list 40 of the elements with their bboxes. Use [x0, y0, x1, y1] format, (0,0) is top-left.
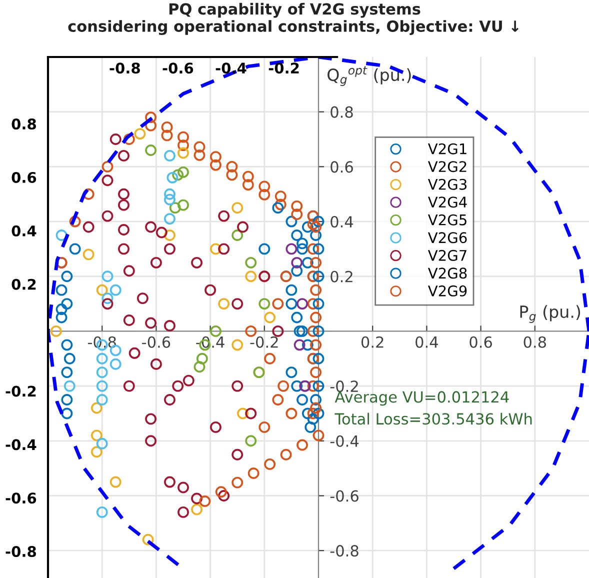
y2-tick-label: -0.6 — [6, 492, 36, 504]
x-axis-title: P$_{g}$ (pu.) — [520, 305, 580, 323]
y-tick-label: -0.2 — [330, 380, 358, 392]
y2-tick-label: 0.2 — [12, 278, 36, 290]
annotation: Average VU=0.012124 — [334, 391, 509, 406]
chart-title: PQ capability of V2G systems considering operational constraints, Objective: VU ↓ — [68, 2, 519, 36]
legend-label: V2G7 — [428, 250, 466, 261]
x-tick-label: 0.4 — [416, 336, 438, 348]
y-tick-label: 0.8 — [330, 106, 353, 118]
legend-label: V2G1 — [428, 143, 466, 154]
y-tick-label: 0.2 — [330, 270, 352, 282]
legend-label: V2G4 — [428, 196, 467, 208]
x2-tick-label: -0.4 — [216, 62, 246, 74]
y2-tick-label: -0.8 — [6, 546, 36, 558]
y2-tick-label: -0.4 — [6, 439, 36, 450]
x-tick-label: -0.2 — [250, 336, 278, 348]
legend-label: V2G5 — [428, 214, 466, 226]
y-tick-label: -0.6 — [330, 490, 358, 502]
y-axis-title: Q$_{g}$$^{opt}$ (pu.) — [328, 66, 411, 86]
y-tick-label: 0.4 — [330, 216, 354, 228]
y2-tick-label: -0.2 — [6, 386, 36, 397]
legend-label: V2G9 — [428, 285, 467, 296]
legend-label: V2G6 — [428, 232, 467, 244]
legend-label: V2G8 — [428, 268, 467, 279]
legend-label: V2G3 — [428, 178, 467, 190]
x-tick-label: 0.2 — [361, 336, 384, 348]
x-tick-label: -0.6 — [142, 336, 170, 348]
y-tick-label: 0.6 — [330, 161, 353, 173]
y2-tick-label: 0.8 — [12, 118, 36, 130]
y2-tick-label: 0.6 — [12, 172, 36, 183]
annotation: Total Loss=303.5436 kWh — [334, 412, 532, 425]
x2-tick-label: -0.2 — [268, 62, 299, 74]
y-tick-label: -0.8 — [330, 545, 358, 557]
y-tick-label: -0.4 — [330, 435, 359, 447]
x2-tick-label: -0.6 — [162, 62, 194, 74]
x-tick-label: 0.8 — [524, 336, 546, 348]
legend-label: V2G2 — [428, 161, 466, 172]
x-tick-label: 0.6 — [470, 336, 492, 348]
x2-tick-label: -0.8 — [110, 62, 140, 74]
y2-tick-label: 0.4 — [12, 225, 36, 236]
